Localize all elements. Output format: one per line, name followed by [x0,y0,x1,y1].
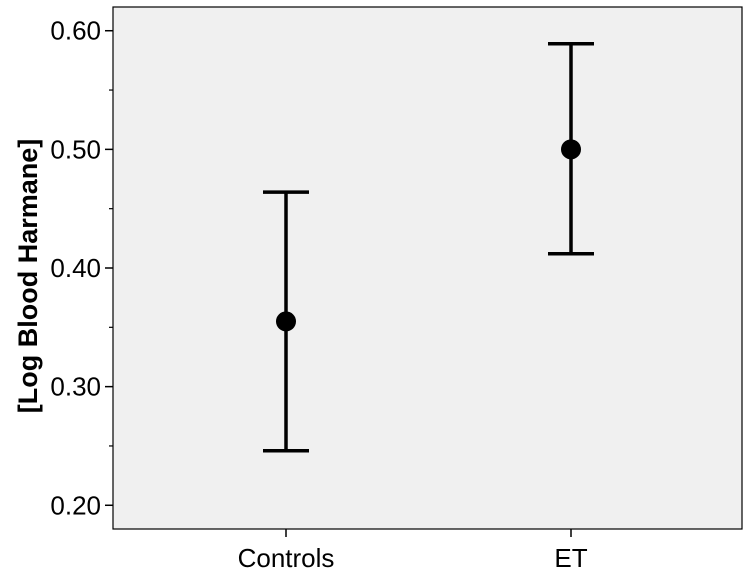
y-axis: 0.20 0.30 0.40 0.50 0.60 [50,16,113,520]
y-tick-label: 0.60 [50,16,101,46]
y-axis-label: [Log Blood Harmane] [13,139,43,414]
mean-point [276,311,296,332]
y-tick-label: 0.40 [50,253,101,283]
y-tick-label: 0.30 [50,372,101,402]
plot-area [112,6,743,530]
x-tick-label: Controls [238,543,335,573]
y-tick-label: 0.20 [50,490,101,520]
y-tick-label: 0.50 [50,134,101,164]
x-tick-label: ET [554,543,587,573]
error-bars [263,42,594,453]
mean-point [561,139,581,160]
x-axis: Controls ET [238,529,588,573]
